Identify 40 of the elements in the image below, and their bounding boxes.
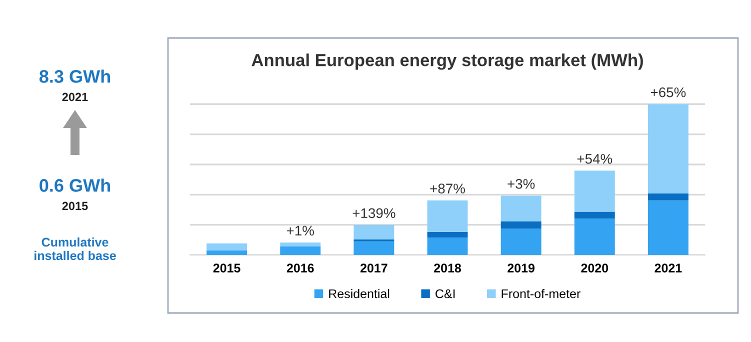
- bar: [574, 212, 615, 219]
- bar: [500, 196, 542, 222]
- legend-label: Residential: [329, 289, 390, 298]
- text: Cumulative installed base: [34, 237, 116, 260]
- annotation: +54%: [577, 154, 612, 164]
- bar: [648, 104, 688, 194]
- x-tick-label: 2017: [360, 264, 388, 273]
- bar: [500, 221, 542, 229]
- annotation: +87%: [430, 184, 465, 194]
- bar: [280, 246, 321, 255]
- text: 2021: [62, 92, 88, 102]
- annotation: +65%: [650, 87, 686, 98]
- x-tick-label: 2021: [654, 264, 682, 273]
- annotation: +3%: [508, 178, 535, 189]
- text: 8.3 GWh: [39, 70, 110, 83]
- bar: [500, 228, 542, 255]
- x-tick-label: 2019: [508, 264, 535, 273]
- x-tick-label: 2016: [286, 264, 314, 273]
- bar: [427, 238, 468, 255]
- text: 0.6 GWh: [40, 178, 110, 192]
- bar: [574, 170, 615, 212]
- legend-label: Front-of-meter: [502, 289, 580, 298]
- bar: [354, 241, 394, 255]
- annotation: +139%: [352, 208, 396, 218]
- bar: [206, 250, 248, 255]
- bar: [427, 232, 468, 238]
- annotation: +1%: [286, 226, 314, 236]
- x-tick-label: 2020: [581, 264, 608, 273]
- bar: [648, 193, 688, 200]
- bar: [427, 200, 468, 232]
- bar: [574, 218, 615, 255]
- x-tick-label: 2015: [213, 264, 240, 273]
- bar: [648, 200, 688, 255]
- x-tick-label: 2018: [434, 264, 462, 273]
- bar: [354, 224, 394, 240]
- bar: [280, 242, 321, 247]
- text: 2015: [62, 202, 88, 210]
- legend-label: C&I: [436, 289, 455, 298]
- chart-title: Annual European energy storage market (MWh): [252, 54, 643, 70]
- bar: [206, 243, 248, 250]
